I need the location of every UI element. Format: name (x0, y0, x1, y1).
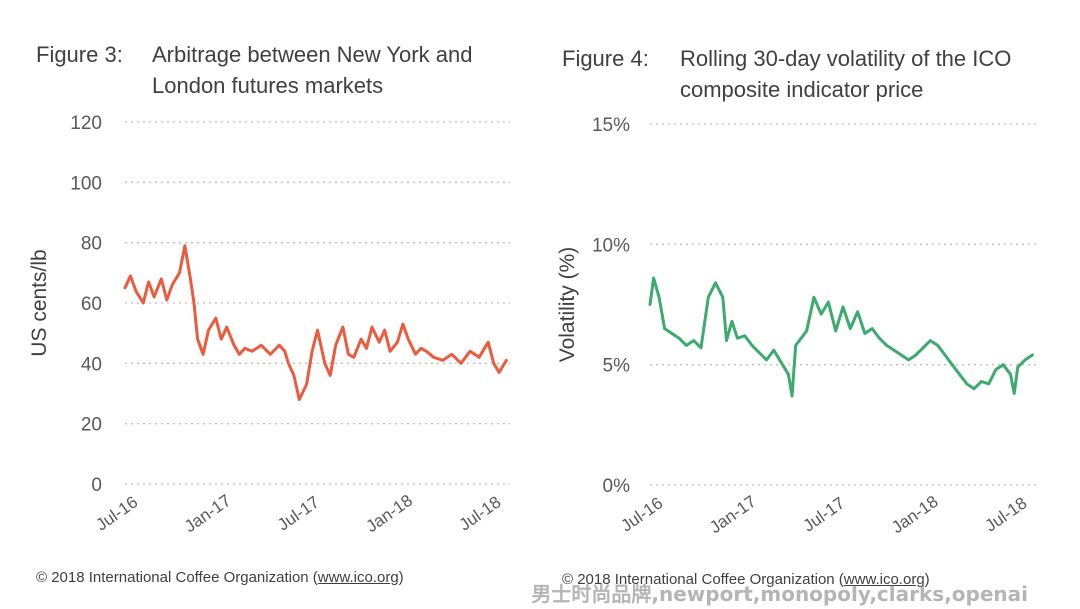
credit-right-prefix: © 2018 International Coffee Organization… (562, 571, 844, 588)
chart1-ytick-label: 60 (81, 294, 102, 315)
chart2-title-line-2: composite indicator price (680, 77, 923, 102)
chart2-ytick-label: 15% (592, 115, 630, 136)
chart1-ytick-label: 80 (81, 234, 102, 255)
chart1-title-line-2: London futures markets (152, 73, 383, 98)
chart1-ytick-label: 20 (81, 415, 102, 436)
chart1-ytick-label: 0 (91, 475, 102, 496)
chart2-y-axis-label: Volatility (%) (556, 247, 579, 363)
chart2-title-line-1: Rolling 30-day volatility of the ICO (680, 46, 1011, 71)
chart2-xtick-label: Jan-17 (706, 492, 759, 537)
chart1-figure-number: Figure 3: (36, 42, 123, 67)
credit-right-suffix: ) (924, 571, 930, 588)
credit-left-prefix: © 2018 International Coffee Organization… (36, 569, 318, 586)
chart1-xtick-label: Jul-16 (92, 492, 141, 534)
chart1-title-line-1: Arbitrage between New York and (152, 42, 472, 67)
chart2-ytick-label: 0% (603, 476, 631, 497)
watermark-text: 男士时尚品牌,newport,monopoly,clarks,openai (531, 582, 1028, 606)
chart2-xtick-label: Jul-18 (982, 493, 1031, 535)
chart1-ytick-label: 100 (70, 173, 102, 194)
chart1-y-axis-label: US cents/lb (28, 249, 51, 356)
chart2-xtick-label: Jul-16 (617, 493, 666, 535)
chart1-series-line (123, 244, 508, 401)
credit-left-link[interactable]: www.ico.org (317, 569, 399, 586)
chart1-xtick-label: Jul-18 (456, 492, 505, 534)
credit-right-link[interactable]: www.ico.org (843, 571, 925, 588)
chart1-xtick-label: Jan-17 (181, 491, 234, 536)
chart2-series-line (648, 276, 1034, 398)
chart2-ytick-label: 5% (603, 356, 631, 377)
credit-left: © 2018 International Coffee Organization… (36, 569, 404, 586)
chart2-xtick-label: Jan-18 (888, 492, 941, 537)
chart1-ytick-label: 120 (70, 113, 102, 134)
chart1-ytick-label: 40 (81, 354, 102, 375)
chart1-xtick-label: Jul-17 (274, 492, 323, 534)
credit-right: © 2018 International Coffee Organization… (562, 571, 930, 588)
chart2-xtick-label: Jul-17 (800, 493, 849, 535)
credit-left-suffix: ) (398, 569, 404, 586)
chart2-ytick-label: 10% (592, 235, 630, 256)
chart2-figure-number: Figure 4: (562, 46, 649, 71)
chart1-xtick-label: Jan-18 (363, 491, 416, 536)
